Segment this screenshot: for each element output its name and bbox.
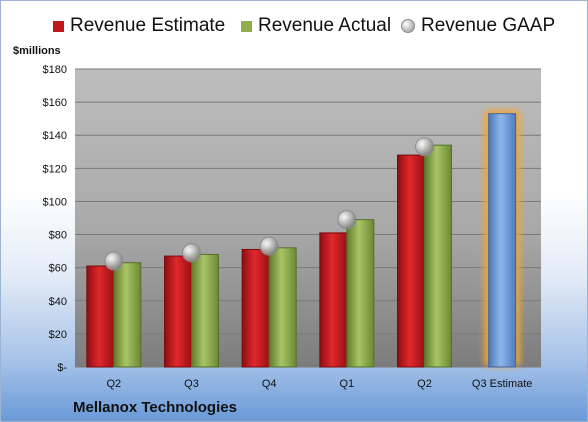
legend-marker-gaap <box>401 19 415 33</box>
legend-item-actual: Revenue Actual <box>241 15 391 37</box>
bar-q3-estimate <box>488 113 517 368</box>
x-tick-label: Q3 Estimate <box>472 378 533 390</box>
legend-item-estimate: Revenue Estimate <box>53 15 225 37</box>
y-tick-labels: $- $20 $40 $60 $80 $100 $120 $140 $160 $180 <box>43 64 68 374</box>
y-tick-label: $40 <box>49 296 67 308</box>
bar-revenue-actual <box>424 144 452 368</box>
bar-revenue-estimate <box>164 255 192 368</box>
x-tick-label: Q1 <box>339 378 354 390</box>
y-tick-label: $160 <box>43 97 67 109</box>
bar-revenue-actual <box>346 219 375 368</box>
bar-revenue-estimate <box>319 232 348 368</box>
y-tick-label: $100 <box>43 196 67 208</box>
bar-revenue-actual <box>191 253 219 368</box>
marker-revenue-gaap <box>415 137 434 157</box>
x-tick-label: Q4 <box>262 378 277 390</box>
y-tick-label: $140 <box>43 130 67 142</box>
legend-item-gaap: Revenue GAAP <box>401 15 555 37</box>
marker-revenue-gaap <box>337 210 357 230</box>
y-tick-label: $20 <box>49 329 67 341</box>
bar-revenue-actual <box>113 262 142 368</box>
y-tick-label: $60 <box>49 263 67 275</box>
legend: Revenue Estimate Revenue Actual Revenue … <box>1 15 587 43</box>
legend-label-gaap: Revenue GAAP <box>421 15 556 36</box>
y-tick-label: $120 <box>43 163 67 175</box>
legend-swatch-actual <box>241 20 252 32</box>
gaap-markers <box>104 137 434 271</box>
legend-label-estimate: Revenue Estimate <box>70 15 226 36</box>
y-tick-label: $- <box>57 362 67 374</box>
x-tick-label: Q2 <box>417 378 432 390</box>
bars <box>86 109 521 368</box>
y-axis-unit-label: $millions <box>13 45 61 57</box>
x-tick-label: Q2 <box>106 378 121 390</box>
y-tick-label: $80 <box>49 230 67 242</box>
x-tick-labels: Q2 Q3 Q4 Q1 Q2 Q3 Estimate <box>106 378 532 390</box>
y-tick-label: $180 <box>43 64 67 76</box>
marker-revenue-gaap <box>182 243 201 263</box>
bar-revenue-estimate <box>241 248 270 368</box>
gridlines <box>75 68 541 368</box>
plot-background <box>75 69 541 367</box>
legend-label-actual: Revenue Actual <box>258 15 392 36</box>
bar-revenue-estimate <box>397 154 425 368</box>
marker-revenue-gaap <box>259 236 279 256</box>
x-tick-label: Q3 <box>184 378 199 390</box>
marker-revenue-gaap <box>104 251 124 271</box>
bar-revenue-estimate <box>86 265 115 368</box>
bar-revenue-actual <box>268 247 297 368</box>
company-name: Mellanox Technologies <box>73 399 237 416</box>
legend-swatch-estimate <box>53 20 64 32</box>
